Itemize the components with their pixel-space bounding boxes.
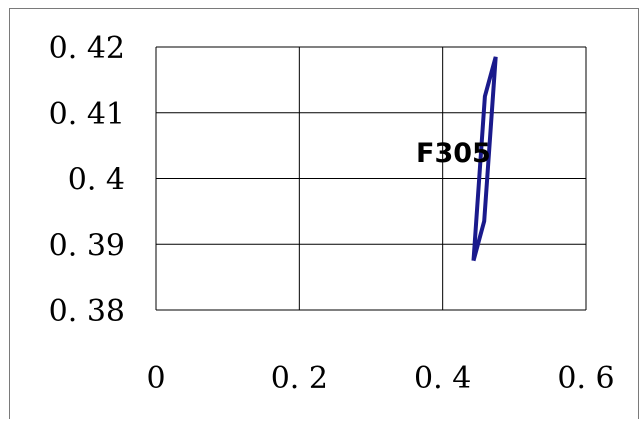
y-tick-label-1: 0. 41 xyxy=(49,97,125,132)
grid xyxy=(155,46,587,311)
chart-frame xyxy=(9,8,639,419)
series-group xyxy=(471,56,498,262)
x-tick-label-2: 0. 4 xyxy=(414,361,471,396)
y-axis-ticks: 0. 42 0. 41 0. 4 0. 39 0. 38 xyxy=(49,31,125,329)
y-tick-label-2: 0. 4 xyxy=(68,163,125,198)
x-tick-label-1: 0. 2 xyxy=(271,361,328,396)
y-tick-label-0: 0. 42 xyxy=(49,31,125,66)
annotations: F305 xyxy=(416,138,491,169)
y-tick-label-3: 0. 39 xyxy=(49,228,125,263)
x-tick-label-3: 0. 6 xyxy=(557,361,614,396)
annotation-label-0: F305 xyxy=(416,138,491,169)
series-line-0 xyxy=(471,56,498,262)
x-tick-label-0: 0 xyxy=(146,361,165,396)
y-tick-label-4: 0. 38 xyxy=(49,294,125,329)
x-axis-ticks: 0 0. 2 0. 4 0. 6 xyxy=(146,361,614,396)
